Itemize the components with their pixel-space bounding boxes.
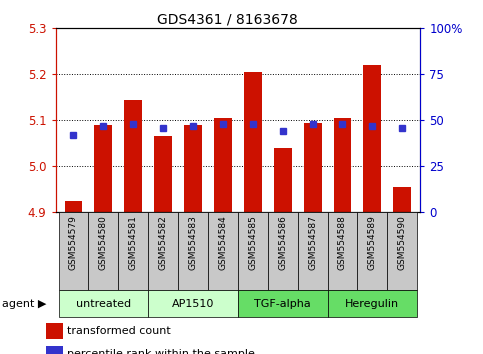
Text: GSM554587: GSM554587 [308, 216, 317, 270]
Text: GSM554579: GSM554579 [69, 216, 78, 270]
FancyBboxPatch shape [208, 212, 238, 290]
Bar [46, 323, 63, 339]
FancyBboxPatch shape [178, 212, 208, 290]
Text: GSM554588: GSM554588 [338, 216, 347, 270]
FancyBboxPatch shape [268, 212, 298, 290]
FancyBboxPatch shape [327, 212, 357, 290]
Bar [244, 72, 262, 212]
Text: GSM554582: GSM554582 [158, 216, 168, 270]
Bar [363, 65, 382, 212]
Text: GSM554581: GSM554581 [129, 216, 138, 270]
Text: GSM554584: GSM554584 [218, 216, 227, 270]
Text: GSM554589: GSM554589 [368, 216, 377, 270]
FancyBboxPatch shape [357, 212, 387, 290]
Text: GSM554590: GSM554590 [398, 216, 407, 270]
Text: GSM554586: GSM554586 [278, 216, 287, 270]
Bar [393, 187, 411, 212]
FancyBboxPatch shape [298, 212, 327, 290]
Bar [46, 346, 63, 354]
FancyBboxPatch shape [238, 290, 327, 317]
Text: GSM554583: GSM554583 [188, 216, 198, 270]
Bar [334, 118, 352, 212]
FancyBboxPatch shape [387, 212, 417, 290]
Text: GSM554580: GSM554580 [99, 216, 108, 270]
FancyBboxPatch shape [327, 290, 417, 317]
Text: Heregulin: Heregulin [345, 298, 399, 309]
Bar [214, 118, 232, 212]
FancyBboxPatch shape [58, 212, 88, 290]
Bar [65, 201, 83, 212]
Text: TGF-alpha: TGF-alpha [255, 298, 311, 309]
Text: agent ▶: agent ▶ [2, 298, 47, 309]
Text: transformed count: transformed count [67, 326, 170, 336]
Text: percentile rank within the sample: percentile rank within the sample [67, 349, 255, 354]
Bar [124, 100, 142, 212]
FancyBboxPatch shape [118, 212, 148, 290]
Bar [274, 148, 292, 212]
Text: GSM554585: GSM554585 [248, 216, 257, 270]
FancyBboxPatch shape [148, 212, 178, 290]
FancyBboxPatch shape [88, 212, 118, 290]
FancyBboxPatch shape [148, 290, 238, 317]
FancyBboxPatch shape [58, 290, 148, 317]
Text: untreated: untreated [76, 298, 131, 309]
Bar [184, 125, 202, 212]
Bar [304, 123, 322, 212]
Text: AP1510: AP1510 [172, 298, 214, 309]
FancyBboxPatch shape [238, 212, 268, 290]
Bar [154, 136, 172, 212]
Text: GDS4361 / 8163678: GDS4361 / 8163678 [156, 12, 298, 27]
Bar [94, 125, 113, 212]
